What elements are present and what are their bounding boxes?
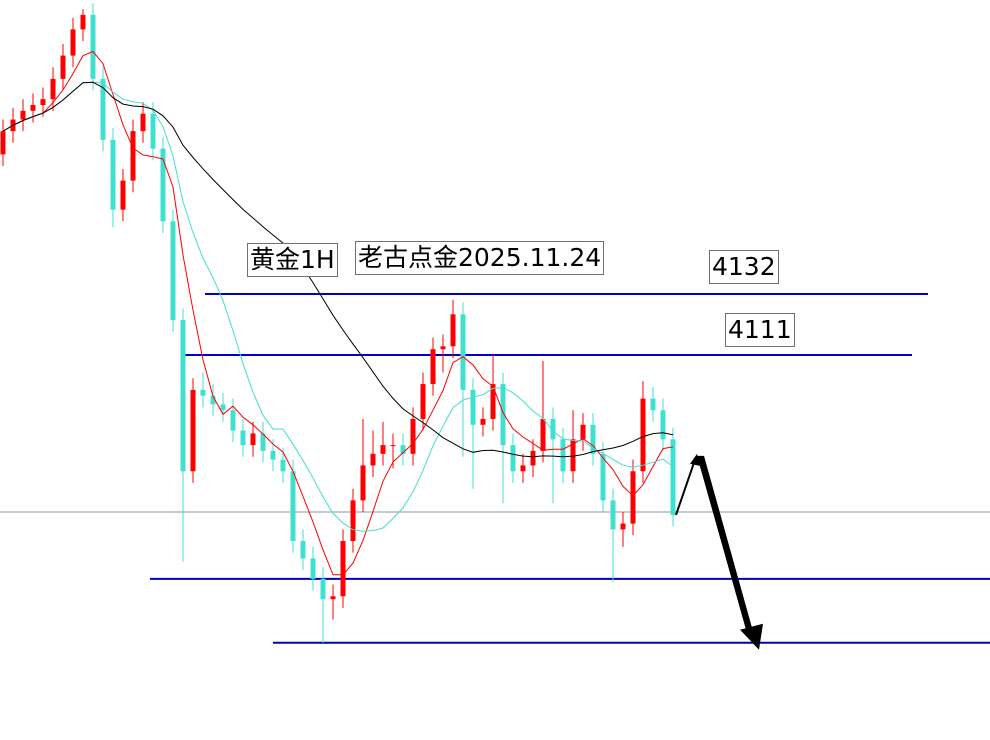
candle-body (300, 541, 306, 559)
candle-body (170, 221, 176, 321)
candle-body (360, 465, 366, 501)
candle-body (90, 14, 96, 79)
candle-body (620, 523, 626, 530)
candle-body (390, 445, 396, 447)
down-arrow-head (740, 623, 763, 650)
candle-body (400, 445, 406, 454)
candle-body (250, 433, 256, 446)
candle-body (350, 500, 356, 542)
candle-body (200, 389, 206, 396)
candle-body (20, 110, 26, 120)
candle-body (370, 453, 376, 466)
author-date-label: 老古点金2025.11.24 (355, 241, 605, 275)
candle-body (590, 424, 596, 454)
candle-body (470, 389, 476, 425)
candle-body (430, 349, 436, 385)
candle-body (670, 439, 676, 515)
candle-body (220, 404, 226, 411)
candle-body (50, 78, 56, 100)
candle-body (150, 113, 156, 149)
candle-body (140, 113, 146, 132)
candle-body (540, 418, 546, 451)
candle-body (420, 384, 426, 419)
candle-body (180, 320, 186, 472)
candle-body (520, 465, 526, 472)
down-arrow-shaft (697, 455, 752, 630)
candle-body (280, 459, 286, 472)
candle-body (260, 433, 266, 451)
candle-body (290, 471, 296, 542)
candle-body (240, 430, 246, 446)
candle-body (270, 450, 276, 460)
candle-body (340, 541, 346, 597)
level-label-4111: 4111 (725, 313, 795, 347)
ma-slow-line (2, 81, 674, 458)
candle-body (500, 384, 506, 446)
candle-body (230, 410, 236, 431)
candle-body (550, 418, 556, 440)
candle-body (600, 453, 606, 501)
ma-mid-line (2, 81, 674, 532)
candle-body (80, 14, 86, 30)
up-arrow-shaft (675, 459, 696, 516)
candle-body (190, 389, 196, 472)
candle-body (640, 398, 646, 472)
candle-body (650, 398, 656, 411)
candle-body (130, 131, 136, 181)
candle-body (40, 99, 46, 105)
candle-body (440, 346, 446, 350)
candle-body (510, 445, 516, 472)
candle-body (530, 450, 536, 466)
candle-body (490, 384, 496, 419)
symbol-label: 黄金1H (247, 243, 338, 277)
ma-fast-line (2, 50, 674, 576)
candle-body (110, 139, 116, 210)
candle-body (330, 596, 336, 600)
candle-body (160, 148, 166, 222)
candle-body (570, 439, 576, 472)
candle-body (480, 418, 486, 425)
candle-body (60, 55, 66, 79)
candle-body (450, 314, 456, 347)
candle-body (0, 131, 6, 155)
candle-body (460, 314, 466, 390)
candle-body (660, 410, 666, 440)
candle-body (610, 500, 616, 530)
candle-body (560, 439, 566, 472)
candle-body (120, 180, 126, 210)
candle-body (380, 445, 386, 454)
candle-body (410, 418, 416, 454)
candle-body (210, 395, 216, 405)
candle-body (30, 105, 36, 111)
candle-body (100, 78, 106, 140)
candle-body (310, 558, 316, 579)
level-label-4132: 4132 (709, 250, 779, 284)
candle-body (320, 578, 326, 600)
candle-body (580, 424, 586, 440)
candle-body (630, 471, 636, 524)
candle-body (70, 29, 76, 56)
